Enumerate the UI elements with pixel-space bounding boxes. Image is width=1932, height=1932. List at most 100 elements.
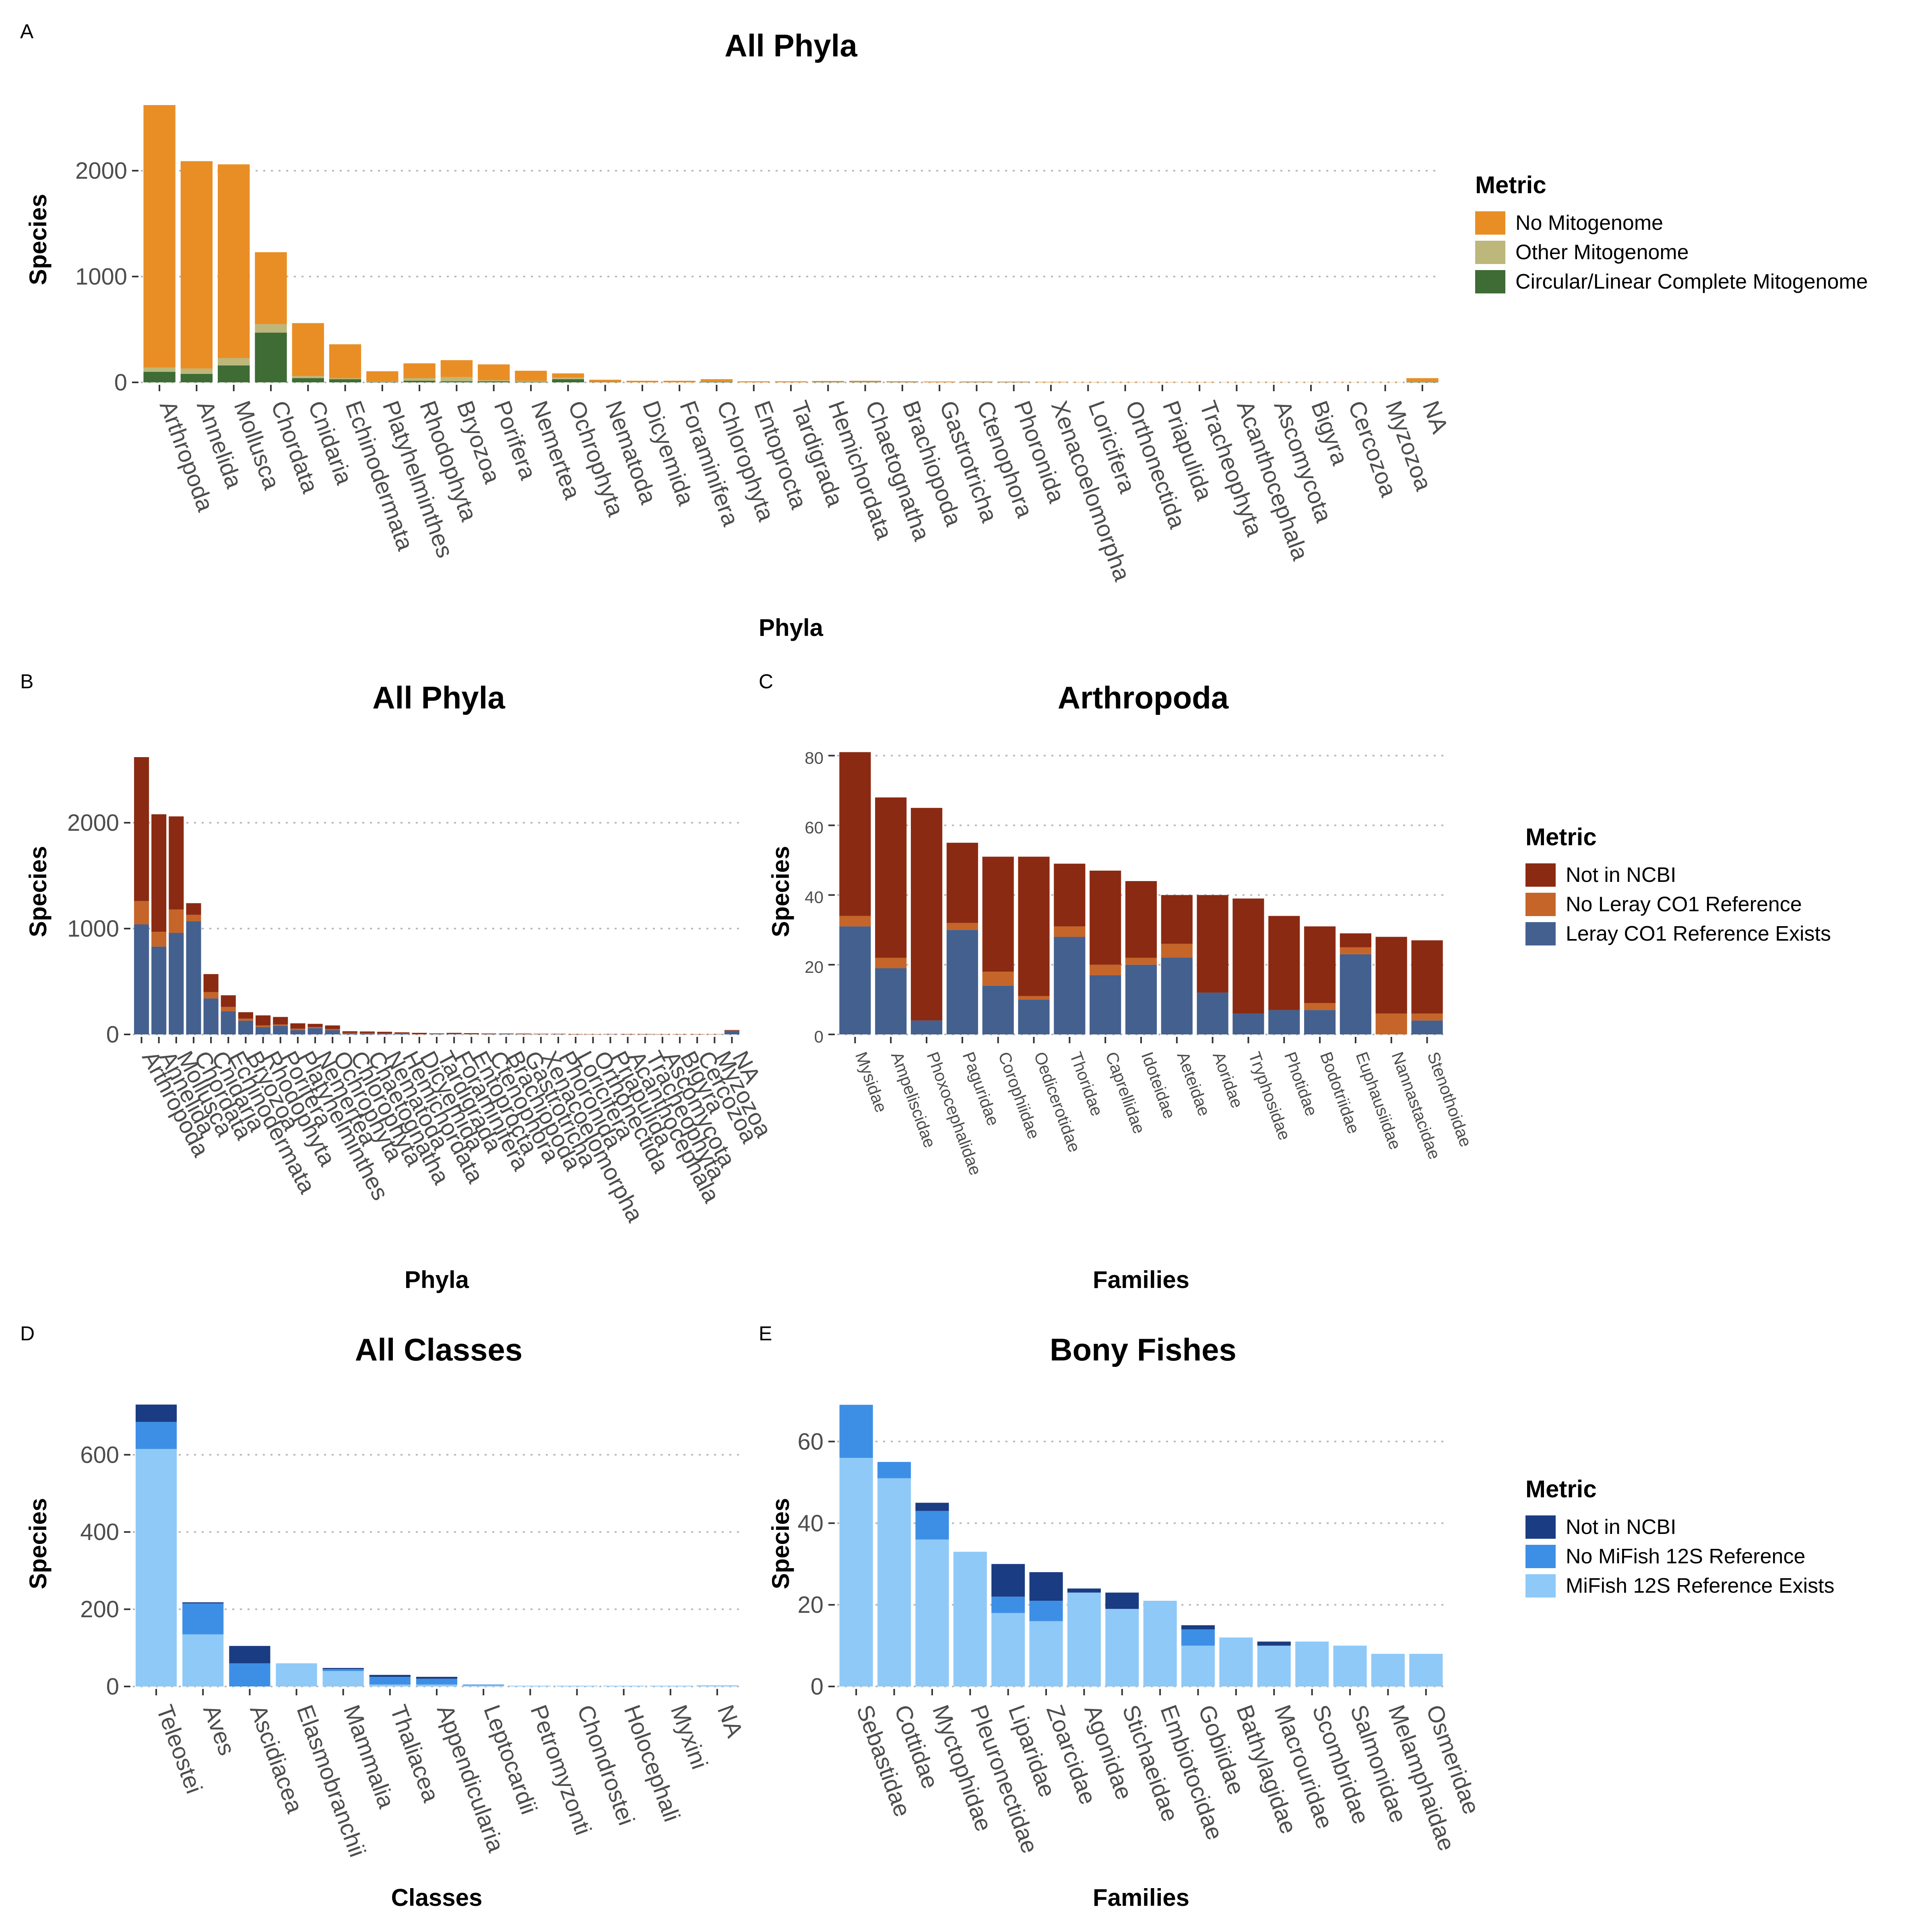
panel-b: B All Phyla010002000ArthropodaAnnelidaMol… [20, 670, 777, 1293]
bar-caprellidae-not-in-ncbi [1090, 871, 1121, 965]
bar-ampeliscidae-not-in-ncbi [875, 797, 907, 958]
bar-brachiopoda-no-mitogenome [886, 381, 919, 382]
bar-annelida-other-mitogenome [180, 368, 213, 374]
bar-chordata-no-leray-co1-reference [186, 914, 201, 921]
bar-thoridae-no-leray-co1-reference [1054, 926, 1086, 937]
bar-nemertea-not-in-ncbi [308, 1024, 323, 1027]
bar-porifera-circular-linear-complete-mitogenome [478, 381, 510, 382]
x-tick-label-thoridae: Thoridae [1066, 1049, 1107, 1119]
legend-key-other-mitogenome [1475, 241, 1505, 264]
bar-ascomycota-no-leray-co1-reference [655, 1034, 670, 1035]
bar-porifera-other-mitogenome [478, 380, 510, 382]
bar-leptocardii-mifish-12s-reference-exists [463, 1685, 504, 1686]
bar-chordata-not-in-ncbi [186, 903, 201, 915]
bar-bryozoa-no-mitogenome [440, 360, 473, 377]
bar-macrouridae-mifish-12s-reference-exists [1257, 1645, 1291, 1686]
y-tick-label: 2000 [75, 158, 127, 184]
legend: Metric Not in NCBI No Leray CO1 Reference L… [1525, 824, 1831, 945]
bar-liparidae-no-mifish-12s-reference [991, 1596, 1025, 1613]
bar-annelida-not-in-ncbi [151, 814, 167, 932]
bar-thoridae-leray-co1-reference-exists [1054, 937, 1086, 1034]
bar-annelida-leray-co1-reference-exists [151, 946, 167, 1034]
bar-platyhelminthes-not-in-ncbi [290, 1023, 305, 1029]
bar-idoteidae-not-in-ncbi [1125, 881, 1157, 958]
bar-chaetognatha-not-in-ncbi [359, 1031, 375, 1033]
bar-idoteidae-no-leray-co1-reference [1125, 958, 1157, 965]
y-tick-label: 400 [80, 1519, 119, 1545]
bar-pleuronectidae-mifish-12s-reference-exists [953, 1552, 987, 1686]
bar-echinodermata-not-in-ncbi [221, 995, 236, 1007]
bar-paguridae-leray-co1-reference-exists [946, 930, 978, 1034]
bar-bathylagidae-mifish-12s-reference-exists [1219, 1637, 1253, 1686]
bar-idoteidae-leray-co1-reference-exists [1125, 964, 1157, 1034]
bar-arthropoda-circular-linear-complete-mitogenome [143, 372, 175, 382]
y-tick-label: 80 [805, 748, 824, 767]
chart-title: All Phyla [724, 28, 857, 63]
y-axis-title: Species [767, 1498, 794, 1589]
bar-teleostei-no-mifish-12s-reference [135, 1422, 177, 1449]
y-tick-label: 1000 [75, 264, 127, 290]
bar-na-mifish-12s-reference-exists [696, 1685, 738, 1686]
bar-zoarcidae-not-in-ncbi [1029, 1572, 1063, 1601]
bar-zoarcidae-no-mifish-12s-reference [1029, 1601, 1063, 1621]
bar-mollusca-no-mitogenome [218, 164, 250, 358]
bar-mollusca-not-in-ncbi [169, 816, 184, 910]
bar-arthropoda-no-mitogenome [143, 105, 175, 368]
bar-annelida-no-leray-co1-reference [151, 931, 167, 947]
bar-corophiidae-leray-co1-reference-exists [982, 985, 1014, 1034]
legend-label-not-in-ncbi: Not in NCBI [1566, 1515, 1676, 1539]
bar-euphausiidae-not-in-ncbi [1340, 933, 1372, 947]
bar-platyhelminthes-no-mitogenome [366, 371, 398, 382]
panel-letter: A [20, 20, 34, 43]
legend-key-circular-linear-complete-mitogenome [1475, 270, 1505, 293]
bar-ampeliscidae-no-leray-co1-reference [875, 958, 907, 968]
bar-appendicularia-mifish-12s-reference-exists [416, 1684, 458, 1686]
bar-ascidiacea-no-mifish-12s-reference [229, 1663, 270, 1686]
bar-orthonectida-no-leray-co1-reference [585, 1034, 601, 1035]
bar-tryphosidae-leray-co1-reference-exists [1232, 1013, 1264, 1034]
bar-mammalia-not-in-ncbi [322, 1668, 364, 1669]
bar-chordata-other-mitogenome [255, 324, 287, 333]
bar-mollusca-leray-co1-reference-exists [169, 933, 184, 1034]
x-tick-label-idoteidae: Idoteidae [1138, 1049, 1179, 1121]
legend-label-no-mifish-12s-reference: No MiFish 12S Reference [1566, 1545, 1805, 1568]
bar-arthropoda-other-mitogenome [143, 367, 175, 372]
y-axis-title: Species [25, 846, 52, 937]
legend: Metric Not in NCBI No MiFish 12S Reference… [1525, 1476, 1835, 1598]
panel-a: A All Phyla010002000ArthropodaAnnelidaMol… [20, 20, 1868, 641]
bar-annelida-circular-linear-complete-mitogenome [180, 374, 213, 382]
bar-hemichordata-not-in-ncbi [394, 1032, 410, 1034]
bar-nemertea-no-mitogenome [515, 371, 547, 381]
x-tick-label-mysidae: Mysidae [852, 1049, 891, 1115]
bar-platyhelminthes-no-leray-co1-reference [290, 1028, 305, 1030]
y-tick-label: 40 [797, 1510, 824, 1536]
bar-arthropoda-no-leray-co1-reference [134, 901, 149, 925]
bar-leptocardii-no-mifish-12s-reference [463, 1684, 504, 1686]
x-axis-title: Classes [391, 1884, 483, 1911]
y-tick-label: 20 [805, 958, 824, 976]
x-tick-label-aeteidae: Aeteidae [1173, 1049, 1214, 1119]
bar-rhodophyta-not-in-ncbi [256, 1015, 271, 1026]
bar-appendicularia-not-in-ncbi [416, 1677, 458, 1679]
bar-echinodermata-circular-linear-complete-mitogenome [329, 379, 361, 382]
bar-bryozoa-other-mitogenome [440, 377, 473, 382]
x-tick-label-photidae: Photidae [1281, 1049, 1321, 1119]
bar-ochrophyta-no-leray-co1-reference [325, 1029, 340, 1030]
legend-title: Metric [1475, 171, 1546, 198]
bar-bodotriidae-no-leray-co1-reference [1304, 1003, 1336, 1010]
legend-label-leray-co1-reference-exists: Leray CO1 Reference Exists [1566, 922, 1831, 945]
y-tick-label: 2000 [67, 810, 119, 836]
bar-tryphosidae-not-in-ncbi [1232, 898, 1264, 1014]
legend-key-mifish-12s-reference-exists [1525, 1574, 1556, 1598]
panel-letter: E [759, 1322, 772, 1345]
bar-gobiidae-no-mifish-12s-reference [1181, 1629, 1215, 1646]
bar-rhodophyta-leray-co1-reference-exists [256, 1027, 271, 1034]
legend-label-no-leray-co1-reference: No Leray CO1 Reference [1566, 893, 1802, 916]
bar-caprellidae-no-leray-co1-reference [1090, 964, 1121, 975]
chart-title: Arthropoda [1058, 680, 1229, 715]
bar-entoprocta-no-mitogenome [738, 381, 770, 382]
bar-stenothoidae-not-in-ncbi [1411, 940, 1443, 1014]
y-tick-label: 1000 [67, 916, 119, 942]
bar-aves-no-mifish-12s-reference [182, 1603, 224, 1635]
bar-loricifera-no-leray-co1-reference [568, 1034, 583, 1035]
